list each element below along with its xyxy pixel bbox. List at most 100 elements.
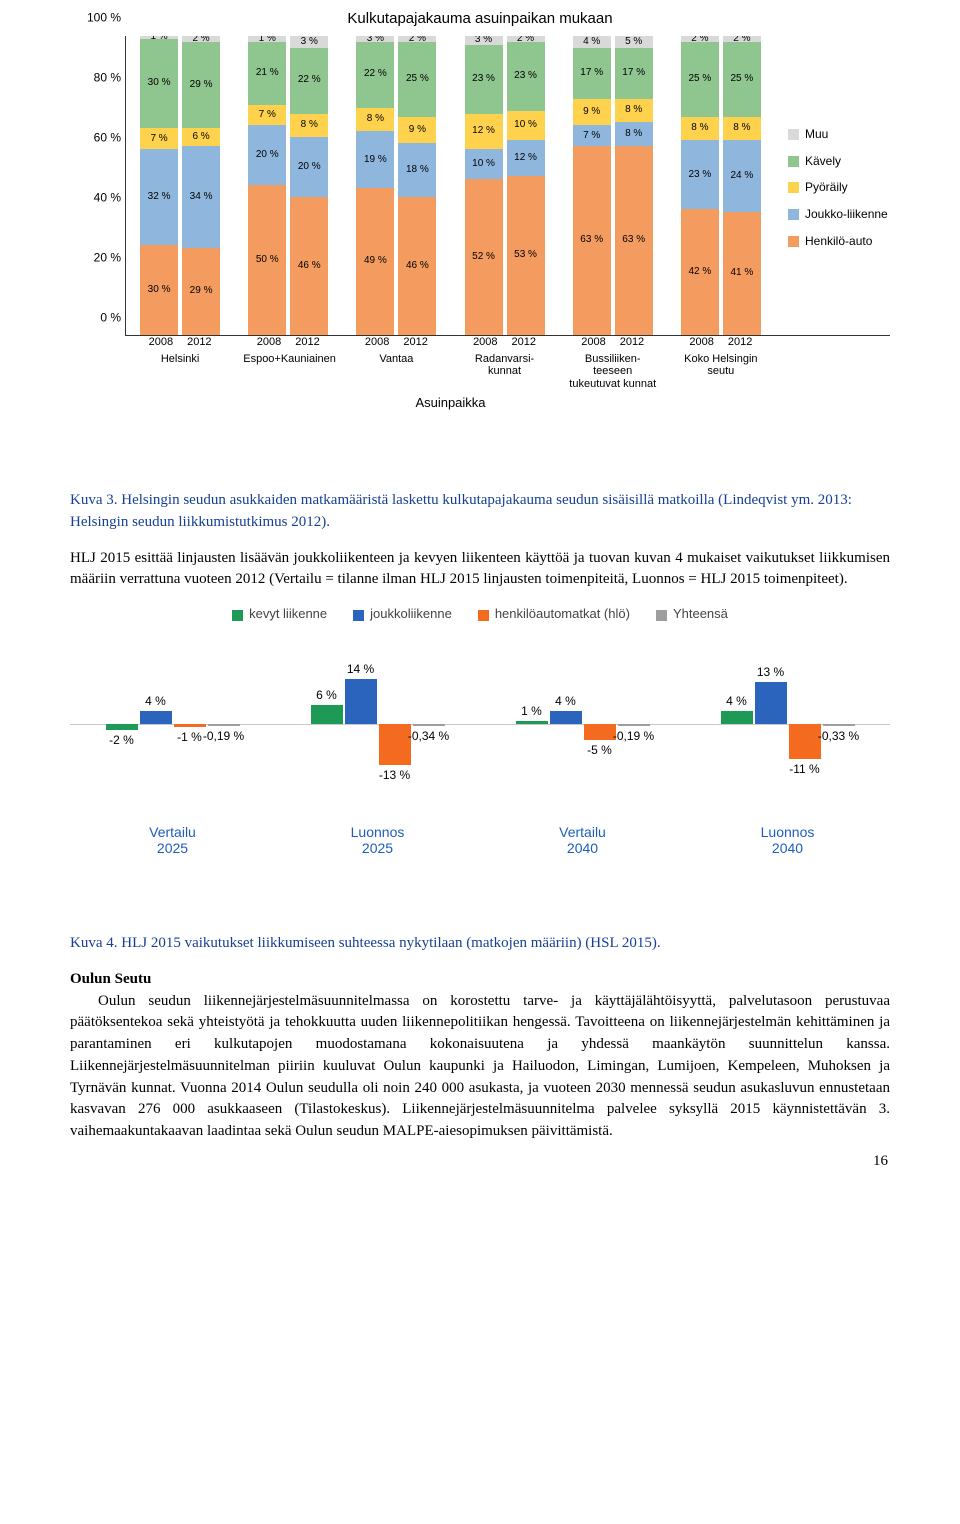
- stacked-bar: 42 %23 %8 %25 %2 %: [681, 36, 719, 335]
- chart1-xaxis-title: Asuinpaikka: [126, 394, 775, 413]
- legend-item: Muu: [788, 126, 898, 143]
- legend-item: Pyöräily: [788, 179, 898, 196]
- bar-segment: 42 %: [681, 209, 719, 335]
- chart2-bar-label: 6 %: [316, 687, 337, 704]
- bar-segment: 30 %: [140, 39, 178, 129]
- chart2-bar-label: -1 %: [177, 729, 202, 746]
- paragraph-hlj2015: HLJ 2015 esittää linjausten lisäävän jou…: [70, 548, 890, 592]
- chart2-xlabel: Luonnos2040: [718, 824, 858, 856]
- chart2-bar: 4 %: [550, 711, 582, 724]
- bar-segment: 63 %: [573, 146, 611, 334]
- chart2-bar: 4 %: [721, 711, 753, 724]
- chart2-xlabels: Vertailu2025Luonnos2025Vertailu2040Luonn…: [70, 824, 890, 856]
- chart2-bar-label: -0,34 %: [408, 728, 449, 745]
- chart2-xlabel: Vertailu2040: [513, 824, 653, 856]
- bar-segment: 46 %: [398, 197, 436, 335]
- ytick: 20 %: [94, 250, 121, 267]
- legend-item: joukkoliikenne: [353, 605, 452, 624]
- legend-swatch: [788, 209, 799, 220]
- legend-item: Joukko-liikenne: [788, 206, 898, 223]
- legend-label: Kävely: [805, 153, 841, 170]
- legend-swatch: [788, 156, 799, 167]
- bar-segment: 8 %: [290, 114, 328, 138]
- bar-segment: 32 %: [140, 149, 178, 245]
- chart2-group: 4 %13 %-11 %-0,33 %: [718, 634, 858, 814]
- bar-segment: 49 %: [356, 188, 394, 335]
- chart2-bar-label: 4 %: [726, 693, 747, 710]
- xgroup-label: 20082012Espoo+Kauniainen: [243, 335, 333, 391]
- bar-segment: 20 %: [248, 125, 286, 185]
- bar-group: 50 %20 %7 %21 %1 %46 %20 %8 %22 %3 %: [248, 36, 328, 335]
- section-heading-oulun: Oulun Seutu: [70, 971, 151, 987]
- page-number: 16: [873, 1151, 888, 1173]
- stacked-bar: 46 %20 %8 %22 %3 %: [290, 36, 328, 335]
- legend-label: Yhteensä: [673, 605, 728, 624]
- legend-item: kevyt liikenne: [232, 605, 327, 624]
- stacked-bar: 41 %24 %8 %25 %2 %: [723, 36, 761, 335]
- chart2-bar: -0,19 %: [618, 724, 650, 726]
- bar-segment: 41 %: [723, 212, 761, 335]
- ytick: 100 %: [87, 10, 121, 27]
- bar-segment: 50 %: [248, 185, 286, 335]
- chart2-bar-label: -13 %: [379, 767, 410, 784]
- bar-segment: 19 %: [356, 131, 394, 188]
- xgroup-label: 20082012Helsinki: [135, 335, 225, 391]
- stacked-bar: 29 %34 %6 %29 %2 %: [182, 36, 220, 335]
- bar-segment: 21 %: [248, 42, 286, 105]
- oulun-paragraph: Oulun seudun liikennejärjestelmäsuunnite…: [70, 991, 890, 1143]
- legend-swatch: [656, 610, 667, 621]
- chart2-bar: -0,34 %: [413, 724, 445, 726]
- bar-segment: 4 %: [573, 36, 611, 48]
- legend-swatch: [353, 610, 364, 621]
- legend-item: Kävely: [788, 153, 898, 170]
- bar-group: 42 %23 %8 %25 %2 %41 %24 %8 %25 %2 %: [681, 36, 761, 335]
- ytick: 40 %: [94, 190, 121, 207]
- bar-segment: 34 %: [182, 146, 220, 248]
- bar-segment: 23 %: [681, 140, 719, 209]
- chart2-xlabel: Luonnos2025: [308, 824, 448, 856]
- bar-group: 49 %19 %8 %22 %3 %46 %18 %9 %25 %2 %: [356, 36, 436, 335]
- impact-chart: kevyt liikennejoukkoliikennehenkilöautom…: [70, 605, 890, 885]
- legend-swatch: [478, 610, 489, 621]
- stacked-bar: 63 %8 %8 %17 %5 %: [615, 36, 653, 335]
- legend-swatch: [232, 610, 243, 621]
- bar-group: 63 %7 %9 %17 %4 %63 %8 %8 %17 %5 %: [573, 36, 653, 335]
- bar-segment: 12 %: [465, 114, 503, 150]
- chart2-group: 6 %14 %-13 %-0,34 %: [308, 634, 448, 814]
- bar-segment: 46 %: [290, 197, 328, 335]
- chart2-bar: -0,19 %: [208, 724, 240, 726]
- chart2-bar: -5 %: [584, 724, 616, 740]
- chart1-plot: 30 %32 %7 %30 %1 %29 %34 %6 %29 %2 % 50 %…: [125, 36, 890, 336]
- legend-label: Pyöräily: [805, 179, 848, 196]
- oulun-body: Oulun Seutu Oulun seudun liikennejärjest…: [70, 969, 890, 1143]
- bar-segment: 8 %: [356, 108, 394, 132]
- legend-swatch: [788, 236, 799, 247]
- chart2-bar: -0,33 %: [823, 724, 855, 726]
- figure4-caption: Kuva 4. HLJ 2015 vaikutukset liikkumisee…: [70, 933, 890, 955]
- stacked-bar: 49 %19 %8 %22 %3 %: [356, 36, 394, 335]
- chart1-xlabels: 20082012Helsinki 20082012Espoo+Kauniainen…: [126, 335, 775, 391]
- bar-segment: 23 %: [465, 45, 503, 114]
- chart2-bar-label: 4 %: [555, 693, 576, 710]
- modal-share-chart: Kulkutapajakauma asuinpaikan mukaan 0 %2…: [70, 8, 890, 418]
- chart2-bar-label: -5 %: [587, 742, 612, 759]
- bar-segment: 29 %: [182, 248, 220, 335]
- legend-label: Henkilö-auto: [805, 233, 872, 250]
- bar-segment: 17 %: [615, 48, 653, 99]
- bar-segment: 5 %: [615, 36, 653, 48]
- stacked-bar: 30 %32 %7 %30 %1 %: [140, 36, 178, 335]
- legend-label: Muu: [805, 126, 828, 143]
- bar-segment: 3 %: [465, 36, 503, 45]
- xgroup-label: 20082012Radanvarsi-kunnat: [460, 335, 550, 391]
- bar-segment: 9 %: [398, 117, 436, 144]
- chart2-bar-label: -0,19 %: [203, 728, 244, 745]
- chart2-bar: 14 %: [345, 679, 377, 724]
- bar-segment: 18 %: [398, 143, 436, 197]
- chart2-bar-label: -0,19 %: [613, 728, 654, 745]
- bar-segment: 24 %: [723, 140, 761, 212]
- chart2-bar-label: -2 %: [109, 732, 134, 749]
- chart2-bar: -13 %: [379, 724, 411, 766]
- bar-segment: 7 %: [248, 105, 286, 126]
- bar-segment: 30 %: [140, 245, 178, 335]
- bar-segment: 3 %: [290, 36, 328, 48]
